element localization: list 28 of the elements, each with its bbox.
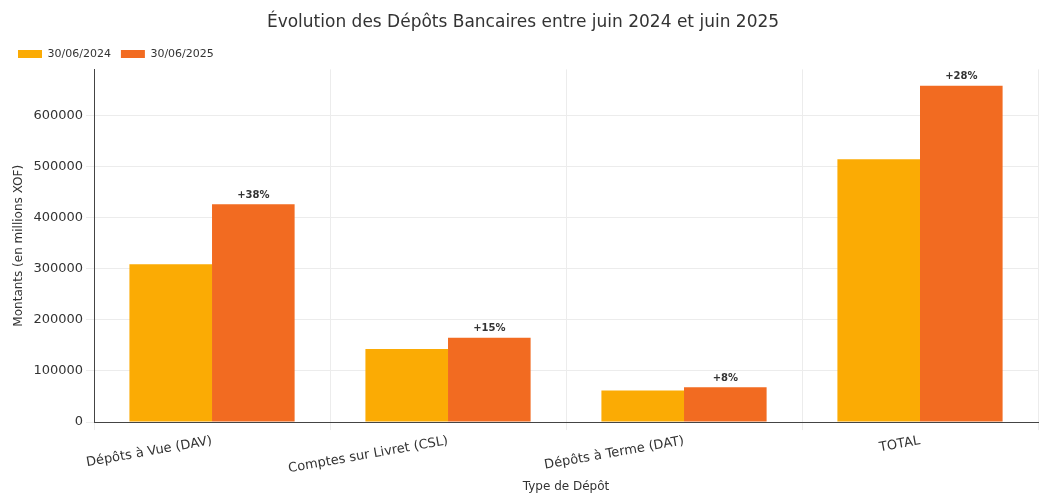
legend-label: 30/06/2025 bbox=[150, 46, 214, 60]
y-tick-label: 600000 bbox=[33, 106, 84, 122]
chart-title: Évolution des Dépôts Bancaires entre juin 2024 et juin 2025 bbox=[266, 9, 780, 31]
y-tick-label: 100000 bbox=[33, 362, 84, 378]
x-axis-title: Type de Dépôt bbox=[521, 478, 610, 493]
x-tick-label: Dépôts à Terme (DAT) bbox=[542, 432, 686, 472]
bar bbox=[448, 337, 531, 422]
y-tick-label: 500000 bbox=[33, 157, 84, 173]
legend-label: 30/06/2024 bbox=[47, 46, 111, 60]
bar bbox=[129, 264, 213, 422]
y-axis-title: Montants (en millions XOF) bbox=[11, 164, 26, 327]
bar bbox=[212, 204, 295, 422]
y-tick-label: 300000 bbox=[33, 260, 84, 276]
y-tick-label: 200000 bbox=[33, 311, 84, 327]
x-tick-label: Dépôts à Vue (DAV) bbox=[84, 432, 214, 470]
bar bbox=[920, 85, 1003, 422]
bar bbox=[601, 390, 685, 422]
y-tick-label: 0 bbox=[74, 413, 84, 429]
bar bbox=[365, 349, 449, 422]
bar bbox=[837, 159, 920, 422]
x-tick-label: Comptes sur Livret (CSL) bbox=[286, 432, 450, 476]
annotation: +38% bbox=[237, 188, 270, 200]
annotation: +8% bbox=[712, 371, 738, 383]
bar bbox=[684, 387, 767, 422]
annotation: +28% bbox=[945, 70, 978, 82]
annotation: +15% bbox=[473, 322, 506, 334]
y-tick-label: 400000 bbox=[33, 209, 84, 225]
x-tick-label: TOTAL bbox=[876, 432, 922, 455]
